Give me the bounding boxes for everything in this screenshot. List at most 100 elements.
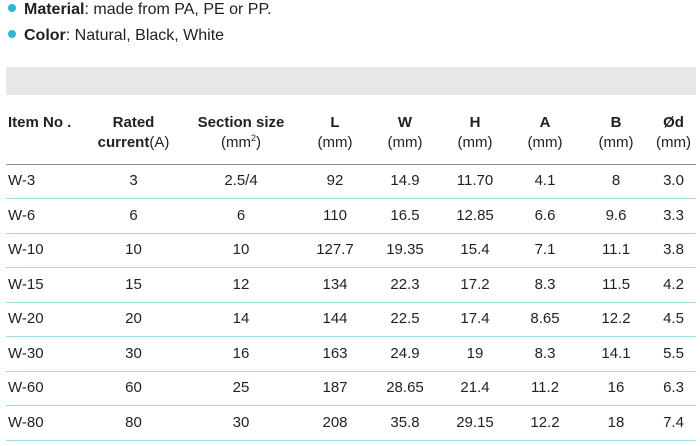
table-cell: 8.65 (509, 302, 581, 337)
table-cell: 134 (301, 267, 369, 303)
table-cell: 25 (181, 371, 301, 406)
table-cell: 2.5/4 (181, 164, 301, 199)
table-cell: 127.7 (301, 233, 369, 268)
header-b: B (mm) (581, 105, 651, 165)
spec-value: : Natural, Black, White (65, 27, 225, 44)
table-cell: 11.70 (441, 164, 509, 199)
header-a: A (mm) (509, 105, 581, 165)
table-row: W-15 15 12 134 22.3 17.2 8.3 11.5 4.2 (6, 267, 696, 303)
table-cell: 28.65 (369, 371, 441, 406)
table-row: W-60 60 25 187 28.65 21.4 11.2 16 6.3 (6, 371, 696, 406)
header-l: L (mm) (301, 105, 369, 165)
table-cell: 92 (301, 164, 369, 199)
table-cell: 8.3 (509, 336, 581, 372)
table-row: W-3 3 2.5/4 92 14.9 11.70 4.1 8 3.0 (6, 164, 696, 199)
table-cell: 3.0 (651, 164, 696, 199)
spec-color: Color: Natural, Black, White (8, 26, 224, 46)
table-cell: 19 (441, 336, 509, 372)
table-row: W-30 30 16 163 24.9 19 8.3 14.1 5.5 (6, 336, 696, 372)
table-cell: W-60 (6, 371, 86, 406)
table-cell: 14 (181, 302, 301, 337)
table-cell: 3 (86, 164, 181, 199)
table-cell: 14.9 (369, 164, 441, 199)
spec-material: Material: made from PA, PE or PP. (8, 0, 272, 20)
header-rated-current: Rated current(A) (86, 105, 181, 165)
section-band (6, 67, 696, 95)
table-cell: 110 (301, 198, 369, 234)
spec-label: Material (24, 1, 85, 18)
table-cell: 3.3 (651, 198, 696, 234)
table-cell: 22.3 (369, 267, 441, 303)
table-row: W-10 10 10 127.7 19.35 15.4 7.1 11.1 3.8 (6, 233, 696, 268)
table-cell: 22.5 (369, 302, 441, 337)
table-cell: 12 (181, 267, 301, 303)
table-cell: W-80 (6, 405, 86, 441)
table-cell: 18 (581, 405, 651, 441)
table-cell: W-10 (6, 233, 86, 268)
table-cell: 144 (301, 302, 369, 337)
table-row: W-6 6 6 110 16.5 12.85 6.6 9.6 3.3 (6, 198, 696, 234)
table-cell: 3.8 (651, 233, 696, 268)
table-cell: W-30 (6, 336, 86, 372)
table-cell: 5.5 (651, 336, 696, 372)
table-cell: 35.8 (369, 405, 441, 441)
table-cell: W-20 (6, 302, 86, 337)
table-cell: 29.15 (441, 405, 509, 441)
table-cell: 24.9 (369, 336, 441, 372)
header-w: W (mm) (369, 105, 441, 165)
table-cell: 15 (86, 267, 181, 303)
spec-value: : made from PA, PE or PP. (84, 1, 272, 18)
table-cell: 60 (86, 371, 181, 406)
table-cell: 4.2 (651, 267, 696, 303)
table-cell: 4.5 (651, 302, 696, 337)
bullet-icon (8, 29, 16, 38)
table-cell: 6.6 (509, 198, 581, 234)
header-item-no: Item No . (6, 105, 86, 165)
table-cell: 4.1 (509, 164, 581, 199)
table-header-row: Item No . Rated current(A) Section size (m… (6, 105, 696, 165)
table-cell: 16.5 (369, 198, 441, 234)
table-cell: 17.4 (441, 302, 509, 337)
table-cell: W-3 (6, 164, 86, 199)
header-h: H (mm) (441, 105, 509, 165)
table-cell: 30 (86, 336, 181, 372)
table-cell: 17.2 (441, 267, 509, 303)
table-cell: 6 (86, 198, 181, 234)
spec-table: Item No . Rated current(A) Section size (m… (6, 105, 696, 441)
table-cell: 6 (181, 198, 301, 234)
table-cell: 15.4 (441, 233, 509, 268)
table-cell: 14.1 (581, 336, 651, 372)
table-cell: 163 (301, 336, 369, 372)
table-body: W-3 3 2.5/4 92 14.9 11.70 4.1 8 3.0 W-6 6 6 110 16.5 1… (6, 164, 696, 441)
table-cell: 9.6 (581, 198, 651, 234)
table-cell: 7.1 (509, 233, 581, 268)
table-cell: 30 (181, 405, 301, 441)
table-row: W-80 80 30 208 35.8 29.15 12.2 18 7.4 (6, 405, 696, 441)
header-od: Ød (mm) (651, 105, 696, 165)
table-cell: 8.3 (509, 267, 581, 303)
table-cell: W-6 (6, 198, 86, 234)
table-row: W-20 20 14 144 22.5 17.4 8.65 12.2 4.5 (6, 302, 696, 337)
table-cell: 8 (581, 164, 651, 199)
table-cell: 12.2 (509, 405, 581, 441)
table-cell: 20 (86, 302, 181, 337)
table-cell: 10 (86, 233, 181, 268)
table-cell: 16 (181, 336, 301, 372)
table-cell: 11.2 (509, 371, 581, 406)
table-cell: 10 (181, 233, 301, 268)
table-cell: 19.35 (369, 233, 441, 268)
header-section-size: Section size (mm2) (181, 105, 301, 165)
table-cell: W-15 (6, 267, 86, 303)
table-cell: 21.4 (441, 371, 509, 406)
table-cell: 12.2 (581, 302, 651, 337)
spec-label: Color (24, 27, 66, 44)
bullet-icon (8, 3, 16, 12)
table-cell: 11.5 (581, 267, 651, 303)
table-cell: 11.1 (581, 233, 651, 268)
table-cell: 80 (86, 405, 181, 441)
table-cell: 16 (581, 371, 651, 406)
table-cell: 6.3 (651, 371, 696, 406)
table-cell: 12.85 (441, 198, 509, 234)
table-cell: 208 (301, 405, 369, 441)
table-cell: 187 (301, 371, 369, 406)
